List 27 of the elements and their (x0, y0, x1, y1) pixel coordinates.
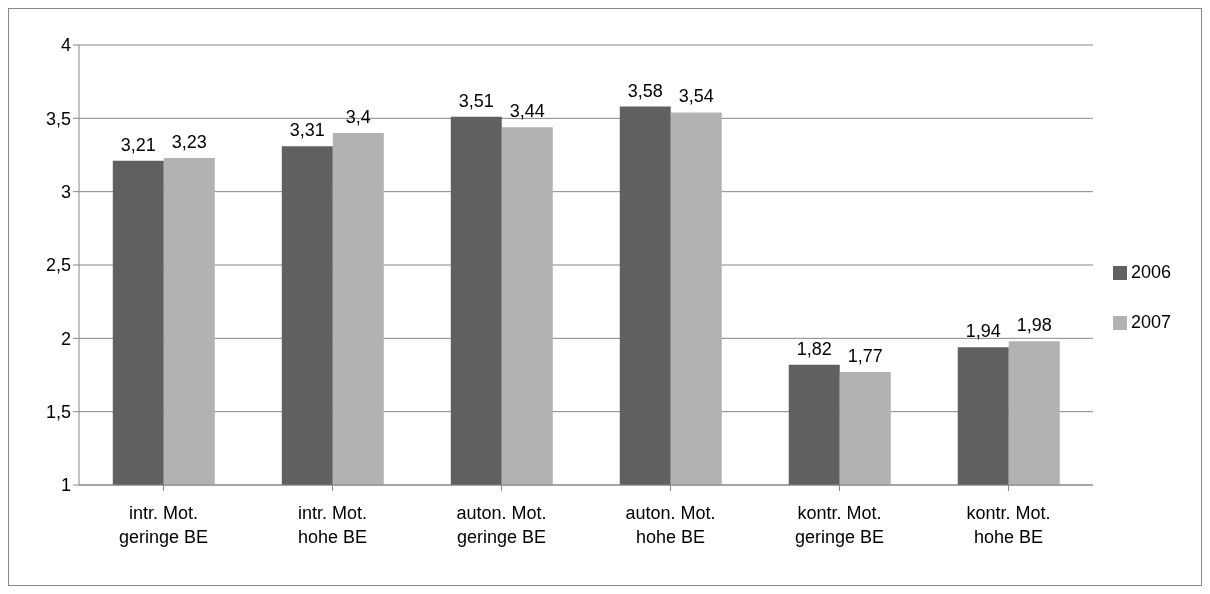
data-label: 3,31 (289, 120, 325, 141)
x-tick-label: kontr. Mot. geringe BE (794, 503, 884, 547)
y-tick-label: 2 (60, 328, 71, 349)
x-tick-label: intr. Mot. hohe BE (297, 503, 368, 547)
y-tick-label: 3,5 (45, 108, 71, 129)
x-tick-label: intr. Mot. geringe BE (118, 503, 209, 547)
data-label: 3,4 (345, 107, 371, 127)
data-label: 3,21 (120, 134, 156, 155)
data-label: 3,54 (678, 86, 714, 107)
x-tick-label: kontr. Mot. hohe BE (966, 503, 1051, 547)
y-tick-label: 2,5 (45, 255, 71, 276)
x-tick-label: auton. Mot. geringe BE (456, 503, 547, 547)
y-tick-label: 4 (60, 35, 71, 56)
data-label: 1,82 (796, 338, 832, 359)
legend-label: 2007 (1130, 312, 1171, 332)
legend-label: 2006 (1130, 262, 1171, 282)
x-tick-label: auton. Mot. hohe BE (625, 503, 716, 547)
data-label: 1,98 (1016, 315, 1052, 336)
data-label: 1,77 (847, 346, 883, 367)
data-label: 3,58 (627, 80, 663, 101)
data-label: 3,51 (458, 90, 494, 111)
data-label: 3,44 (509, 101, 545, 122)
data-label: 3,23 (171, 131, 207, 152)
y-tick-label: 3 (60, 182, 71, 203)
y-tick-label: 1,5 (45, 402, 71, 423)
data-label: 1,94 (965, 321, 1001, 342)
y-tick-label: 1 (60, 475, 71, 496)
